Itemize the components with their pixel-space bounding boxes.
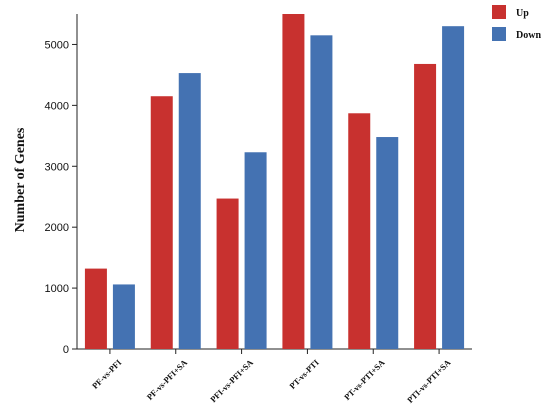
y-axis-title: Number of Genes <box>13 127 28 232</box>
y-tick-label: 2000 <box>45 222 69 234</box>
bar-down-4 <box>376 137 399 349</box>
bar-down-0 <box>112 284 135 349</box>
y-tick-label: 1000 <box>45 283 69 295</box>
bar-up-5 <box>414 63 437 349</box>
y-tick-label: 4000 <box>45 100 69 112</box>
legend-label-down: Down <box>516 30 541 41</box>
bar-down-1 <box>178 73 201 349</box>
axes: 0 1000 2000 3000 4000 5000 <box>45 14 472 356</box>
x-tick-label: PF-vs-PFI+SA <box>145 357 190 402</box>
bar-down-5 <box>442 26 465 349</box>
bar-down-2 <box>244 152 267 349</box>
bar-up-3 <box>282 14 305 349</box>
y-tick-label: 5000 <box>45 39 69 51</box>
bar-up-2 <box>216 198 239 349</box>
legend-swatch-down <box>492 27 506 41</box>
bar-up-4 <box>348 113 371 349</box>
x-tick-label: PF-vs-PFI <box>90 357 124 391</box>
y-tick-label: 3000 <box>45 161 69 173</box>
bar-up-1 <box>150 96 173 350</box>
bar-up-0 <box>84 268 107 349</box>
x-tick-label: PTI-vs-PTI+SA <box>405 357 453 405</box>
x-tick-label: PFI-vs-PFI+SA <box>208 357 255 404</box>
legend-label-up: Up <box>516 8 529 19</box>
legend: Up Down <box>492 5 541 41</box>
x-tick-label: PT-vs-PTI <box>287 357 321 391</box>
x-tick-label: PT-vs-PTI+SA <box>342 357 387 402</box>
bar-down-3 <box>310 35 333 350</box>
legend-swatch-up <box>492 5 506 19</box>
x-tick-labels: PF-vs-PFI PF-vs-PFI+SA PFI-vs-PFI+SA PT-vs-… <box>90 357 453 405</box>
bars <box>84 14 465 350</box>
y-tick-label: 0 <box>63 344 69 356</box>
